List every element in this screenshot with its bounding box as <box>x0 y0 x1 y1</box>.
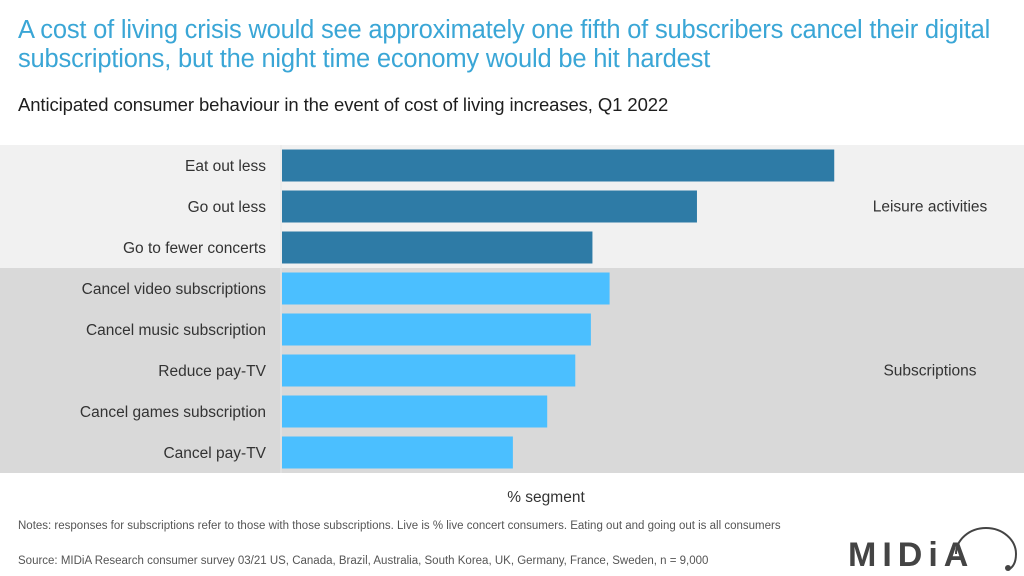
chart-subtitle: Anticipated consumer behaviour in the ev… <box>18 94 669 115</box>
bar <box>282 395 548 428</box>
category-label: Go to fewer concerts <box>123 240 266 257</box>
category-label: Cancel video subscriptions <box>82 281 267 298</box>
group-label: Subscriptions <box>883 363 976 380</box>
category-label: Reduce pay-TV <box>158 363 266 380</box>
bar <box>282 231 593 264</box>
logo-text: MIDiA <box>848 536 974 574</box>
x-axis-label: % segment <box>507 489 585 506</box>
category-label: Cancel games subscription <box>80 404 266 421</box>
footnote-source: Source: MIDiA Research consumer survey 0… <box>18 555 709 567</box>
footnote-notes: Notes: responses for subscriptions refer… <box>18 520 781 532</box>
category-label: Eat out less <box>185 158 266 175</box>
category-label: Cancel pay-TV <box>163 445 266 462</box>
bar <box>282 149 835 182</box>
category-label: Go out less <box>188 199 267 216</box>
chart-headline: A cost of living crisis would see approx… <box>18 16 991 73</box>
midia-logo: MIDiA <box>848 527 1018 574</box>
bar <box>282 354 576 387</box>
bar <box>282 190 697 223</box>
bar <box>282 272 610 305</box>
logo-arc-icon <box>955 527 1018 571</box>
category-label: Cancel music subscription <box>86 322 266 339</box>
bar <box>282 313 591 346</box>
group-label: Leisure activities <box>873 199 988 216</box>
logo-dot-icon <box>1005 565 1011 571</box>
bar <box>282 436 513 469</box>
